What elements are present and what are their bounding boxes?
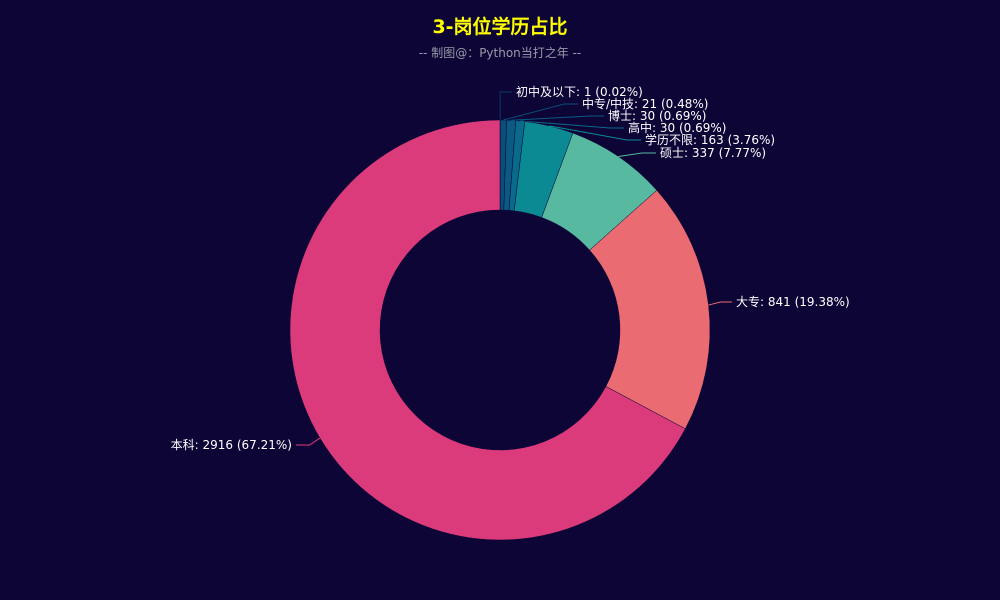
leader-line-6 <box>708 301 732 306</box>
leader-line-2 <box>511 115 604 121</box>
leader-line-4 <box>549 125 641 141</box>
leader-line-1 <box>503 103 578 121</box>
leader-line-5 <box>618 152 656 158</box>
slice-label-7: 本科: 2916 (67.21%) <box>171 438 292 452</box>
slice-label-3: 高中: 30 (0.69%) <box>628 120 726 135</box>
slice-6[interactable] <box>589 189 711 430</box>
leader-line-7 <box>296 437 321 446</box>
slice-label-2: 博士: 30 (0.69%) <box>608 108 706 123</box>
slice-7[interactable] <box>289 119 686 541</box>
slice-label-5: 硕士: 337 (7.77%) <box>660 146 766 160</box>
leader-line-3 <box>520 120 624 129</box>
slice-label-1: 中专/中技: 21 (0.48%) <box>582 96 708 111</box>
chart-title: 3-岗位学历占比 <box>432 16 568 38</box>
leader-line-0 <box>499 91 512 121</box>
slice-label-0: 初中及以下: 1 (0.02%) <box>516 84 643 99</box>
slice-label-4: 学历不限: 163 (3.76%) <box>645 132 775 147</box>
chart-subtitle: -- 制图@：Python当打之年 -- <box>418 46 582 60</box>
slice-label-6: 大专: 841 (19.38%) <box>736 294 850 309</box>
